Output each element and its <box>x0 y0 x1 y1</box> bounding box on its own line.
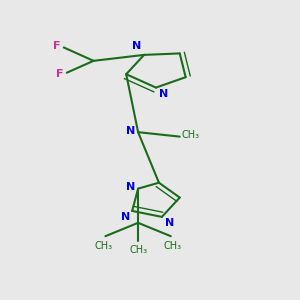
Text: CH₃: CH₃ <box>129 245 147 255</box>
Text: N: N <box>126 182 135 192</box>
Text: CH₃: CH₃ <box>181 130 199 140</box>
Text: F: F <box>53 41 61 51</box>
Text: CH₃: CH₃ <box>163 241 182 251</box>
Text: N: N <box>165 218 174 228</box>
Text: N: N <box>159 89 168 99</box>
Text: N: N <box>122 212 131 222</box>
Text: F: F <box>56 69 64 79</box>
Text: N: N <box>132 41 141 51</box>
Text: N: N <box>126 126 135 136</box>
Text: CH₃: CH₃ <box>95 241 113 251</box>
